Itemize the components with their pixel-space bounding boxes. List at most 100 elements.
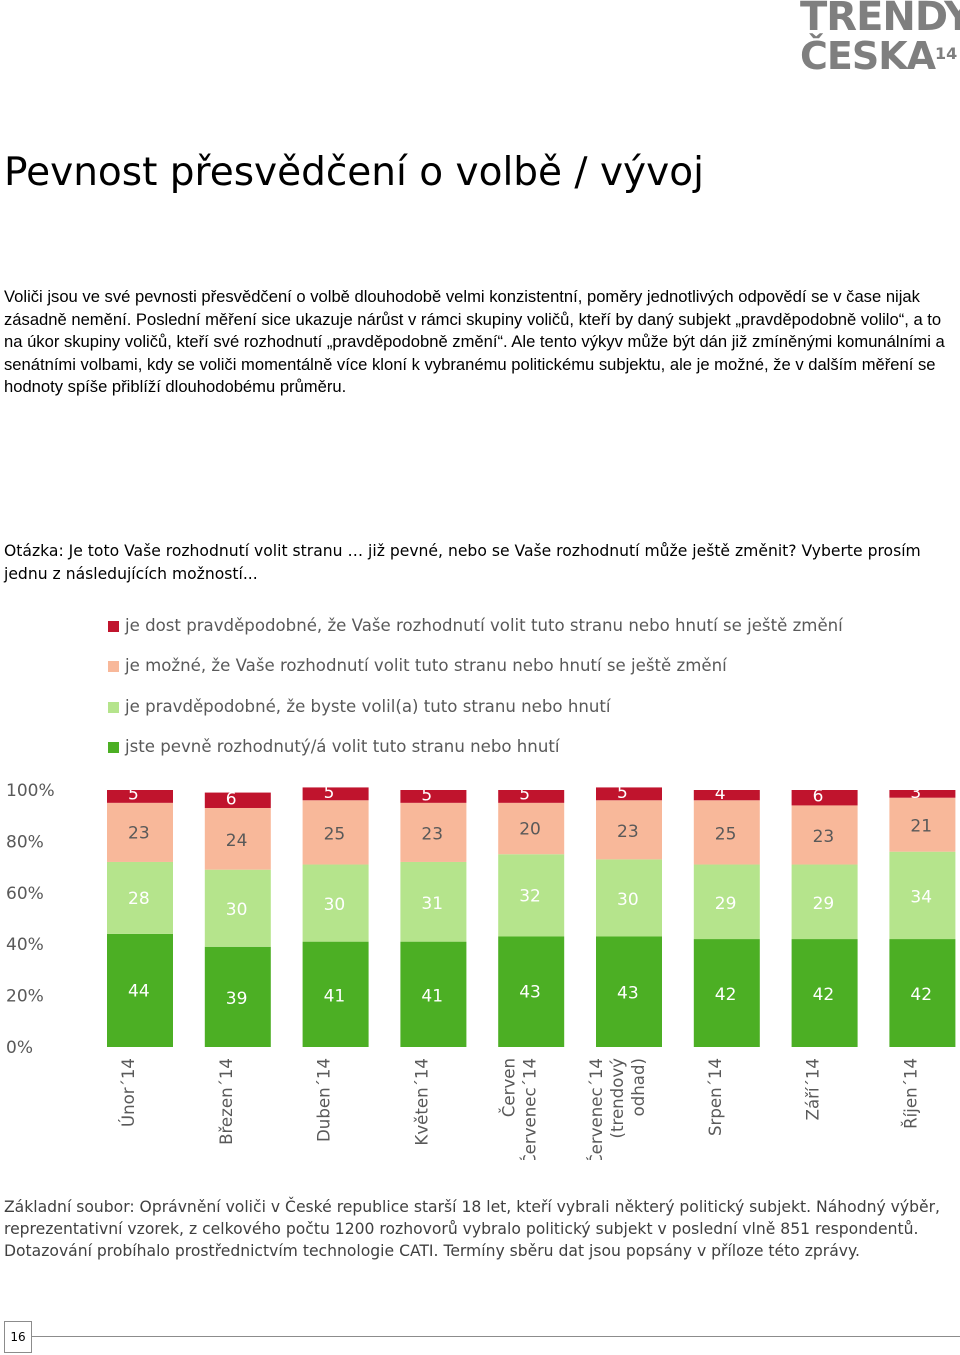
data-label: 21 xyxy=(910,817,932,837)
x-tick-label-line: odhad) xyxy=(629,1058,648,1116)
data-label: 34 xyxy=(910,887,932,907)
bar-segment xyxy=(204,946,271,1047)
logo-year: 14 xyxy=(935,44,958,63)
legend-swatch xyxy=(108,621,119,632)
data-label: 3 xyxy=(910,783,921,803)
x-tick-label-line: Květen´14 xyxy=(412,1058,431,1146)
x-tick-label-line: Říjen´14 xyxy=(901,1058,920,1129)
footnote: Základní soubor: Oprávnění voliči v Česk… xyxy=(4,1198,940,1261)
bar-segment xyxy=(498,936,565,1047)
y-tick-label: 100% xyxy=(6,781,55,801)
data-label: 23 xyxy=(128,823,150,843)
bar-segment xyxy=(693,939,760,1047)
bar-segment xyxy=(400,861,467,942)
data-label: 43 xyxy=(617,984,639,1004)
bar-segment xyxy=(107,802,173,862)
logo-word-trendy: TRENDY xyxy=(800,0,960,40)
data-label: 25 xyxy=(324,824,346,844)
y-tick-label: 20% xyxy=(6,987,44,1007)
bar-segment xyxy=(302,941,369,1047)
data-label: 28 xyxy=(128,889,150,909)
bar-segment xyxy=(889,851,956,940)
data-label: 5 xyxy=(519,784,530,804)
data-label: 29 xyxy=(813,894,835,914)
data-label: 5 xyxy=(617,783,628,803)
x-tick-label: Únor´14 xyxy=(119,1058,138,1127)
bar-segment xyxy=(596,787,662,801)
legend-label: je možné, že Vaše rozhodnutí volit tuto … xyxy=(125,656,727,675)
data-label: 43 xyxy=(519,983,541,1003)
bar-segment xyxy=(791,939,858,1047)
bar-segment xyxy=(596,936,662,1047)
bar-segment xyxy=(596,800,662,860)
bar-segment xyxy=(204,807,271,870)
data-label: 31 xyxy=(421,894,443,914)
y-tick-label: 40% xyxy=(6,935,44,955)
survey-question: Otázka: Je toto Vaše rozhodnutí volit st… xyxy=(4,542,921,583)
data-label: 25 xyxy=(715,824,737,844)
bar-segment xyxy=(204,869,271,947)
data-label: 32 xyxy=(519,886,541,906)
bar-segment xyxy=(889,797,956,852)
x-tick-label: Duben´14 xyxy=(315,1058,334,1142)
intro-paragraph: Voliči jsou ve své pevnosti přesvědčení … xyxy=(4,287,945,397)
x-tick-label-line: Červenec´14 xyxy=(587,1058,606,1160)
legend-swatch xyxy=(108,742,119,753)
x-tick-label: Červen/Červenec´14 xyxy=(500,1058,540,1160)
bar-segment xyxy=(498,854,565,937)
bar-segment xyxy=(596,859,662,937)
data-label: 30 xyxy=(324,895,346,915)
y-tick-label: 60% xyxy=(6,884,44,904)
bar-segment xyxy=(107,933,173,1047)
bar-segment xyxy=(302,787,369,801)
x-tick-label-line: Září´14 xyxy=(804,1058,823,1120)
page-number: 16 xyxy=(4,1321,32,1353)
data-label: 42 xyxy=(813,985,835,1005)
x-tick-label-line: Duben´14 xyxy=(315,1058,334,1142)
data-label: 23 xyxy=(421,824,443,844)
bar-segment xyxy=(498,802,565,855)
bar-segment xyxy=(400,790,467,803)
x-tick-label-line: Březen´14 xyxy=(217,1058,236,1145)
data-label: 5 xyxy=(421,785,432,805)
x-tick-label-line: Únor´14 xyxy=(119,1058,138,1127)
bar-segment xyxy=(889,939,956,1047)
x-tick-label-line: (trendový xyxy=(608,1058,627,1139)
bar-segment xyxy=(693,800,760,865)
bar-segment xyxy=(791,790,858,806)
bar-segment xyxy=(302,864,369,942)
stacked-bar-chart: 100% 80% 60% 40% 20% 0% 44 28 23 5 Únor´14 39 30 24 6 B… xyxy=(6,781,956,1160)
data-label: 23 xyxy=(813,827,835,847)
data-label: 4 xyxy=(715,784,726,804)
bar-segment xyxy=(107,790,173,803)
x-tick-label: Květen´14 xyxy=(412,1058,431,1146)
data-label: 5 xyxy=(128,784,139,804)
data-label: 30 xyxy=(617,890,639,910)
bar-segment xyxy=(498,790,565,803)
logo-word-ceska: ČESKA xyxy=(800,34,936,78)
data-label: 42 xyxy=(910,985,932,1005)
bar-segment xyxy=(693,790,760,801)
bar-segment xyxy=(400,941,467,1047)
data-label: 29 xyxy=(715,894,737,914)
bar-segment xyxy=(889,790,956,798)
x-tick-label: Srpen´14 xyxy=(706,1058,725,1136)
data-label: 6 xyxy=(226,789,237,809)
y-tick-label: 0% xyxy=(6,1038,33,1058)
x-tick-label-line: Červen xyxy=(500,1058,519,1117)
data-label: 5 xyxy=(324,783,335,803)
data-label: 20 xyxy=(519,820,541,840)
bar-segment xyxy=(204,792,271,808)
legend-label: je pravděpodobné, že byste volil(a) tuto… xyxy=(125,697,611,716)
bar-segment xyxy=(693,864,760,940)
data-label: 44 xyxy=(128,981,150,1001)
page-rule xyxy=(32,1336,960,1337)
bar-segment xyxy=(400,802,467,862)
x-tick-label-line: /Červenec´14 xyxy=(521,1058,540,1160)
x-tick-label: Březen´14 xyxy=(217,1058,236,1145)
bar-segment xyxy=(791,805,858,865)
data-label: 39 xyxy=(226,989,248,1009)
legend-label: je dost pravděpodobné, že Vaše rozhodnut… xyxy=(125,616,843,635)
x-tick-label: Září´14 xyxy=(804,1058,823,1120)
data-label: 30 xyxy=(226,900,248,920)
